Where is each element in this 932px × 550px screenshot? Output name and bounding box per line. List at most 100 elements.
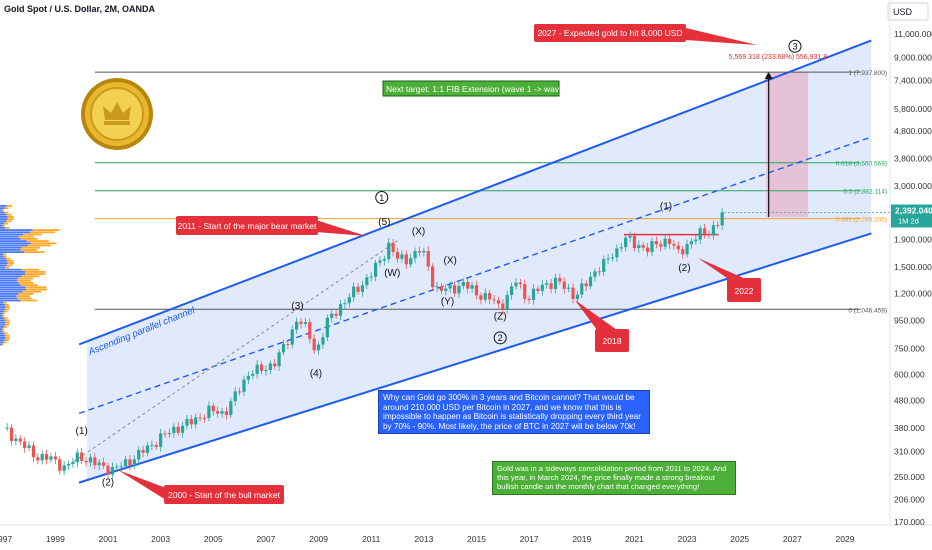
candle-body (316, 344, 321, 351)
volume-bar-buy (0, 273, 26, 275)
volume-bar-buy (0, 308, 6, 311)
callout-2011-bear[interactable]: 2011 - Start of the major bear market (176, 216, 366, 236)
wave-label: (5) (378, 217, 390, 228)
candle-body (584, 283, 588, 287)
currency-label: USD (893, 7, 913, 17)
candle-body (509, 286, 514, 295)
volume-bar-sell (4, 310, 8, 313)
volume-bar-buy (0, 209, 3, 212)
candle-body (391, 242, 395, 252)
candle-body (404, 254, 408, 265)
volume-bar-buy (0, 249, 21, 251)
time-tick-label: 2003 (151, 534, 170, 544)
next-target-box[interactable]: Next target: 1:1 FIB Extension (wave 1 -… (382, 80, 574, 97)
wave-label: (W) (384, 268, 400, 279)
volume-bar-sell (20, 299, 38, 302)
candle-body (615, 248, 619, 258)
candle-body (36, 457, 40, 461)
volume-bar-buy (0, 205, 7, 207)
price-tick-label: 11,000.000 (894, 29, 932, 39)
price-tick-label: 480.000 (894, 396, 925, 406)
candle-body (641, 245, 645, 248)
volume-bar-sell (2, 312, 5, 315)
candle-body (492, 299, 496, 301)
callout-2022[interactable]: 2022 (698, 258, 761, 302)
candle-body (628, 236, 632, 238)
price-tick-label: 7,400.000 (894, 75, 932, 85)
candle-body (606, 258, 610, 260)
candle-body (31, 445, 36, 458)
volume-bar-buy (0, 264, 7, 267)
candle-body (88, 457, 93, 463)
last-price: 2,392.040 (895, 206, 932, 216)
volume-bar-sell (21, 246, 40, 249)
candle-body (62, 465, 66, 471)
volume-bar-buy (0, 218, 8, 220)
candle-body (369, 276, 373, 278)
volume-bar-buy (0, 317, 4, 319)
volume-bar-buy (0, 253, 4, 256)
wave-label: (1) (660, 202, 672, 213)
candle-body (567, 287, 571, 289)
price-axis[interactable]: 11,000.000 9,000.000 7,400.000 5,800.000 4,8… (894, 29, 932, 527)
breakout-box[interactable]: Gold was in a sideways consolidation per… (492, 461, 736, 495)
candle-body (290, 329, 294, 345)
candle-body (14, 438, 18, 441)
volume-bar-sell (4, 319, 10, 322)
volume-bar-buy (0, 220, 7, 223)
candle-body (540, 284, 544, 291)
projection-arrowhead (764, 72, 773, 80)
callout-2027-target[interactable]: 2027 - Expected gold to hit 8,000 USD (534, 24, 757, 45)
candle-body (588, 276, 593, 287)
candle-body (645, 247, 650, 252)
candle-body (417, 251, 422, 253)
fib-label-0.618: 0.618 (3,660.569) (836, 161, 887, 168)
btc-question-box[interactable]: Why can Gold go 300% in 3 years and Bitc… (378, 390, 650, 434)
volume-bar-buy (0, 268, 22, 271)
candle-body (479, 295, 483, 300)
volume-bar-buy (0, 299, 21, 302)
volume-bar-buy (0, 315, 3, 317)
candle-body (527, 298, 531, 301)
callout-2018[interactable]: 2018 (575, 300, 629, 352)
volume-bar-buy (0, 341, 4, 344)
candle-body (531, 288, 536, 301)
candle-body (672, 244, 676, 246)
volume-bar-sell (16, 295, 30, 297)
time-axis[interactable]: 1997 1999 2001 2003 2005 2007 2009 2011 2013 2015… (0, 534, 855, 544)
candle-body (154, 445, 158, 447)
volume-bar-sell (25, 288, 48, 291)
volume-bar-sell (20, 249, 37, 251)
wave-label: (2) (102, 478, 114, 489)
volume-bar-buy (0, 266, 6, 269)
channel-upper-line[interactable] (78, 39, 872, 346)
candle-body (207, 405, 211, 418)
candle-body (593, 271, 597, 277)
volume-bar-buy (0, 231, 31, 234)
currency-selector[interactable]: USD (887, 2, 929, 21)
fib-label-0.382: 0.382 (2,269.205) (836, 217, 887, 224)
volume-bar-sell (16, 279, 31, 282)
volume-bar-buy (0, 255, 4, 258)
time-tick-label: 1997 (0, 534, 12, 544)
volume-bar-sell (4, 332, 8, 335)
price-tick-label: 9,000.000 (894, 52, 932, 62)
next-target-text: Next target: 1:1 FIB Extension (wave 1 -… (386, 84, 574, 94)
volume-bar-buy (0, 222, 5, 225)
candle-body (330, 313, 334, 318)
candle-body (483, 293, 487, 300)
candle-body (562, 281, 566, 289)
volume-bar-sell (5, 257, 11, 260)
callout-2000-bull[interactable]: 2000 - Start of the bull market (118, 470, 284, 504)
volume-bar-sell (7, 218, 14, 220)
wave-label: (4) (310, 368, 322, 379)
candle-body (80, 452, 84, 461)
wave-circle-label: 1 (379, 193, 384, 203)
candle-body (325, 317, 329, 338)
candle-body (312, 338, 316, 351)
channel-lower-line[interactable] (78, 232, 872, 484)
volume-bar-sell (7, 262, 14, 264)
candle-body (128, 459, 132, 466)
candle-body (246, 375, 250, 380)
